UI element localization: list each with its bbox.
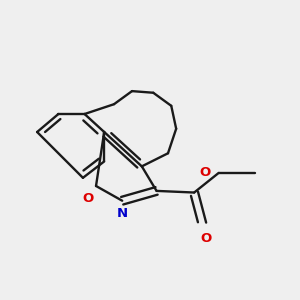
Text: N: N (117, 207, 128, 220)
Text: O: O (199, 167, 211, 179)
Text: O: O (82, 192, 94, 205)
Text: O: O (200, 232, 211, 245)
